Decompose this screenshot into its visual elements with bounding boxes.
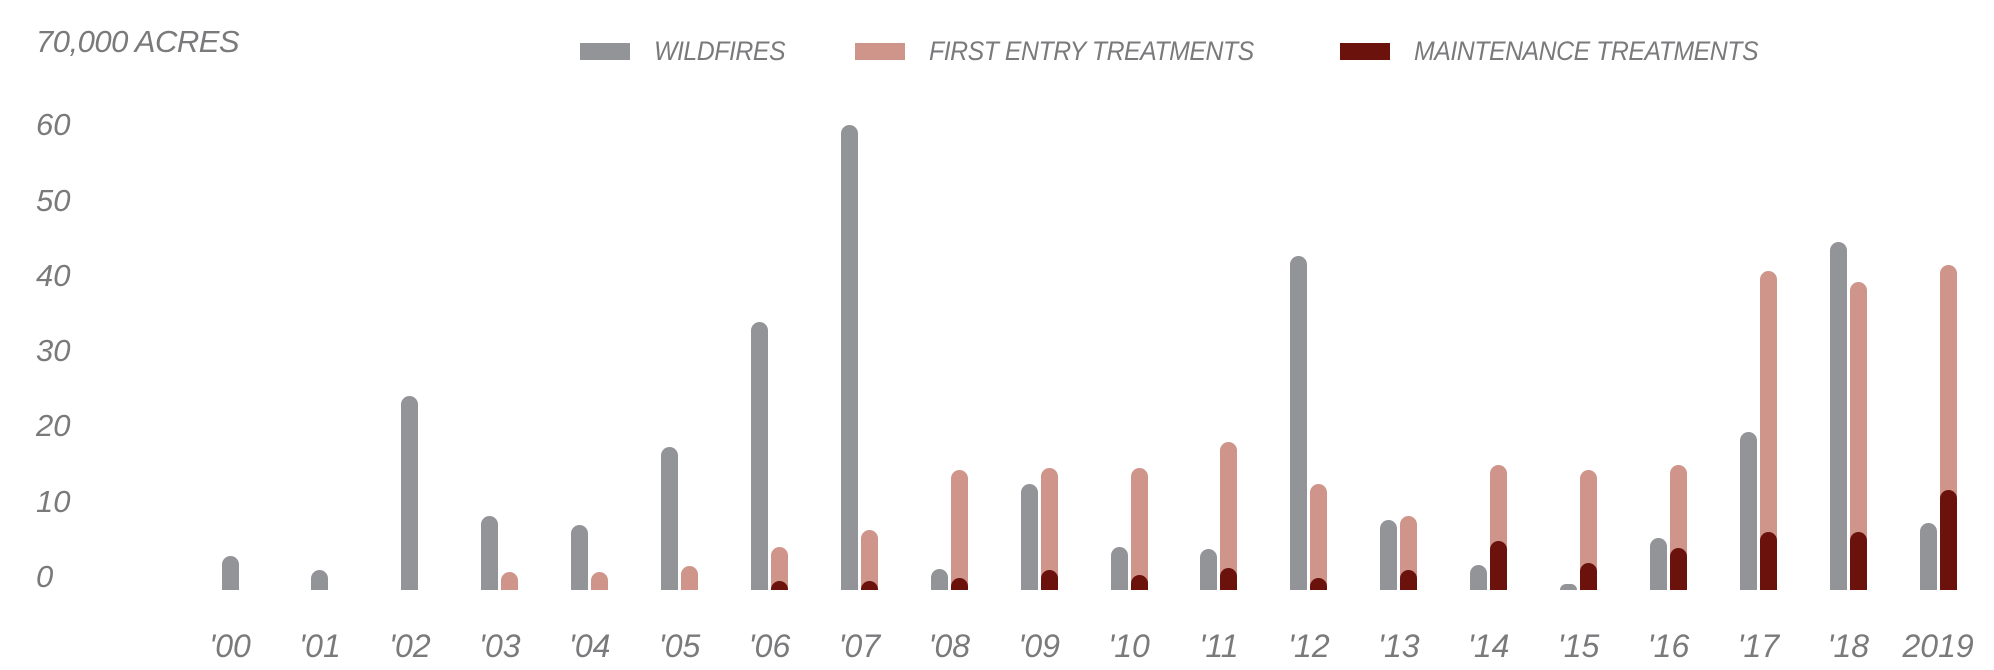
- first-entry-bar: [1849, 282, 1867, 590]
- first-entry-bar: [770, 546, 788, 590]
- first-entry-bar: [1759, 270, 1777, 590]
- legend-item-first-entry: FIRST ENTRY TREATMENTS: [854, 36, 1282, 67]
- y-tick-label: 10: [36, 483, 71, 519]
- y-tick-label: 60: [36, 107, 71, 143]
- wildfire-bar: [930, 568, 948, 590]
- x-tick-label: '05: [658, 628, 701, 664]
- x-tick-label: '03: [478, 628, 521, 664]
- maintenance-bar: [1849, 532, 1867, 590]
- first-entry-bar: [950, 469, 968, 590]
- maintenance-bar: [1220, 567, 1238, 590]
- x-tick-label: '10: [1108, 628, 1150, 664]
- x-tick-label: '17: [1737, 628, 1780, 664]
- wildfire-bar: [840, 124, 858, 590]
- wildfire-bar: [1200, 548, 1218, 590]
- maintenance-bar: [1490, 541, 1508, 590]
- legend-label: MAINTENANCE TREATMENTS: [1413, 36, 1759, 66]
- first-entry-bar: [1580, 469, 1597, 590]
- y-tick-label: 50: [36, 182, 71, 218]
- maintenance-bar: [950, 577, 968, 590]
- x-tick-label: 2019: [1902, 628, 1974, 664]
- x-tick-label: '07: [838, 628, 881, 664]
- wildfire-bar: [750, 321, 768, 590]
- maintenance-bar: [1400, 570, 1418, 590]
- x-tick-label: '02: [388, 628, 431, 664]
- maintenance-bar: [1040, 570, 1058, 590]
- wildfire-bar: [661, 447, 678, 590]
- maintenance-bar: [1939, 489, 1957, 590]
- x-tick-label: '11: [1199, 628, 1239, 664]
- first-entry-bar: [681, 565, 698, 590]
- x-tick-label: '00: [209, 628, 251, 664]
- first-entry-bar: [1130, 467, 1148, 590]
- first-entry-bar: [1040, 467, 1058, 590]
- wildfire-bar: [221, 555, 239, 590]
- wildfire-bar: [1110, 547, 1128, 590]
- first-entry-swatch-icon: [854, 43, 905, 60]
- maintenance-swatch-icon: [1339, 43, 1390, 60]
- wildfire-bar: [1560, 583, 1577, 590]
- legend-item-maintenance: MAINTENANCE TREATMENTS: [1339, 36, 1788, 67]
- first-entry-bar: [591, 571, 609, 590]
- wildfire-bar: [1919, 523, 1937, 590]
- x-tick-label: '01: [299, 628, 341, 664]
- x-tick-label: '16: [1647, 628, 1690, 664]
- wildfire-bar: [1290, 255, 1308, 590]
- y-tick-label: 40: [36, 257, 71, 293]
- maintenance-bar: [1669, 548, 1687, 590]
- y-tick-label: 20: [36, 408, 71, 444]
- legend-label: WILDFIRES: [654, 36, 786, 66]
- wildfire-bar: [571, 525, 589, 590]
- maintenance-bar: [860, 580, 878, 590]
- wildfire-bar: [1380, 520, 1398, 590]
- y-axis-unit-label: 70,000 ACRES: [36, 24, 240, 59]
- x-tick-label: '08: [928, 628, 971, 664]
- wildfire-bar: [1739, 431, 1757, 590]
- maintenance-bar: [1130, 574, 1148, 590]
- maintenance-bar: [1580, 563, 1597, 590]
- first-entry-bar: [501, 571, 519, 590]
- first-entry-bar: [860, 529, 878, 590]
- wildfires-swatch-icon: [580, 43, 630, 60]
- maintenance-bar: [1310, 577, 1328, 590]
- x-tick-label: '14: [1467, 628, 1510, 664]
- wildfire-bar: [401, 396, 419, 590]
- y-tick-label: 30: [36, 333, 71, 369]
- legend: WILDFIRES FIRST ENTRY TREATMENTS MAINTEN…: [580, 36, 1846, 67]
- wildfire-bar: [1829, 241, 1847, 590]
- x-tick-label: '13: [1377, 628, 1420, 664]
- first-entry-bar: [1220, 441, 1238, 590]
- wildfire-bar: [1470, 564, 1488, 590]
- maintenance-bar: [1759, 532, 1777, 590]
- maintenance-bar: [770, 580, 788, 590]
- x-tick-label: '12: [1287, 628, 1330, 664]
- x-tick-label: '15: [1557, 628, 1600, 664]
- wildfire-bar: [481, 516, 499, 590]
- x-tick-label: '06: [748, 628, 791, 664]
- x-tick-label: '09: [1018, 628, 1060, 664]
- wildfire-bar: [1020, 483, 1038, 590]
- legend-item-wildfires: WILDFIRES: [580, 36, 797, 67]
- legend-label: FIRST ENTRY TREATMENTS: [928, 36, 1254, 66]
- y-tick-label: 0: [36, 559, 54, 594]
- wildfire-bar: [1649, 537, 1667, 590]
- x-tick-label: '18: [1827, 628, 1870, 664]
- wildfire-bar: [311, 570, 329, 590]
- x-tick-label: '04: [568, 628, 611, 664]
- first-entry-bar: [1310, 483, 1328, 590]
